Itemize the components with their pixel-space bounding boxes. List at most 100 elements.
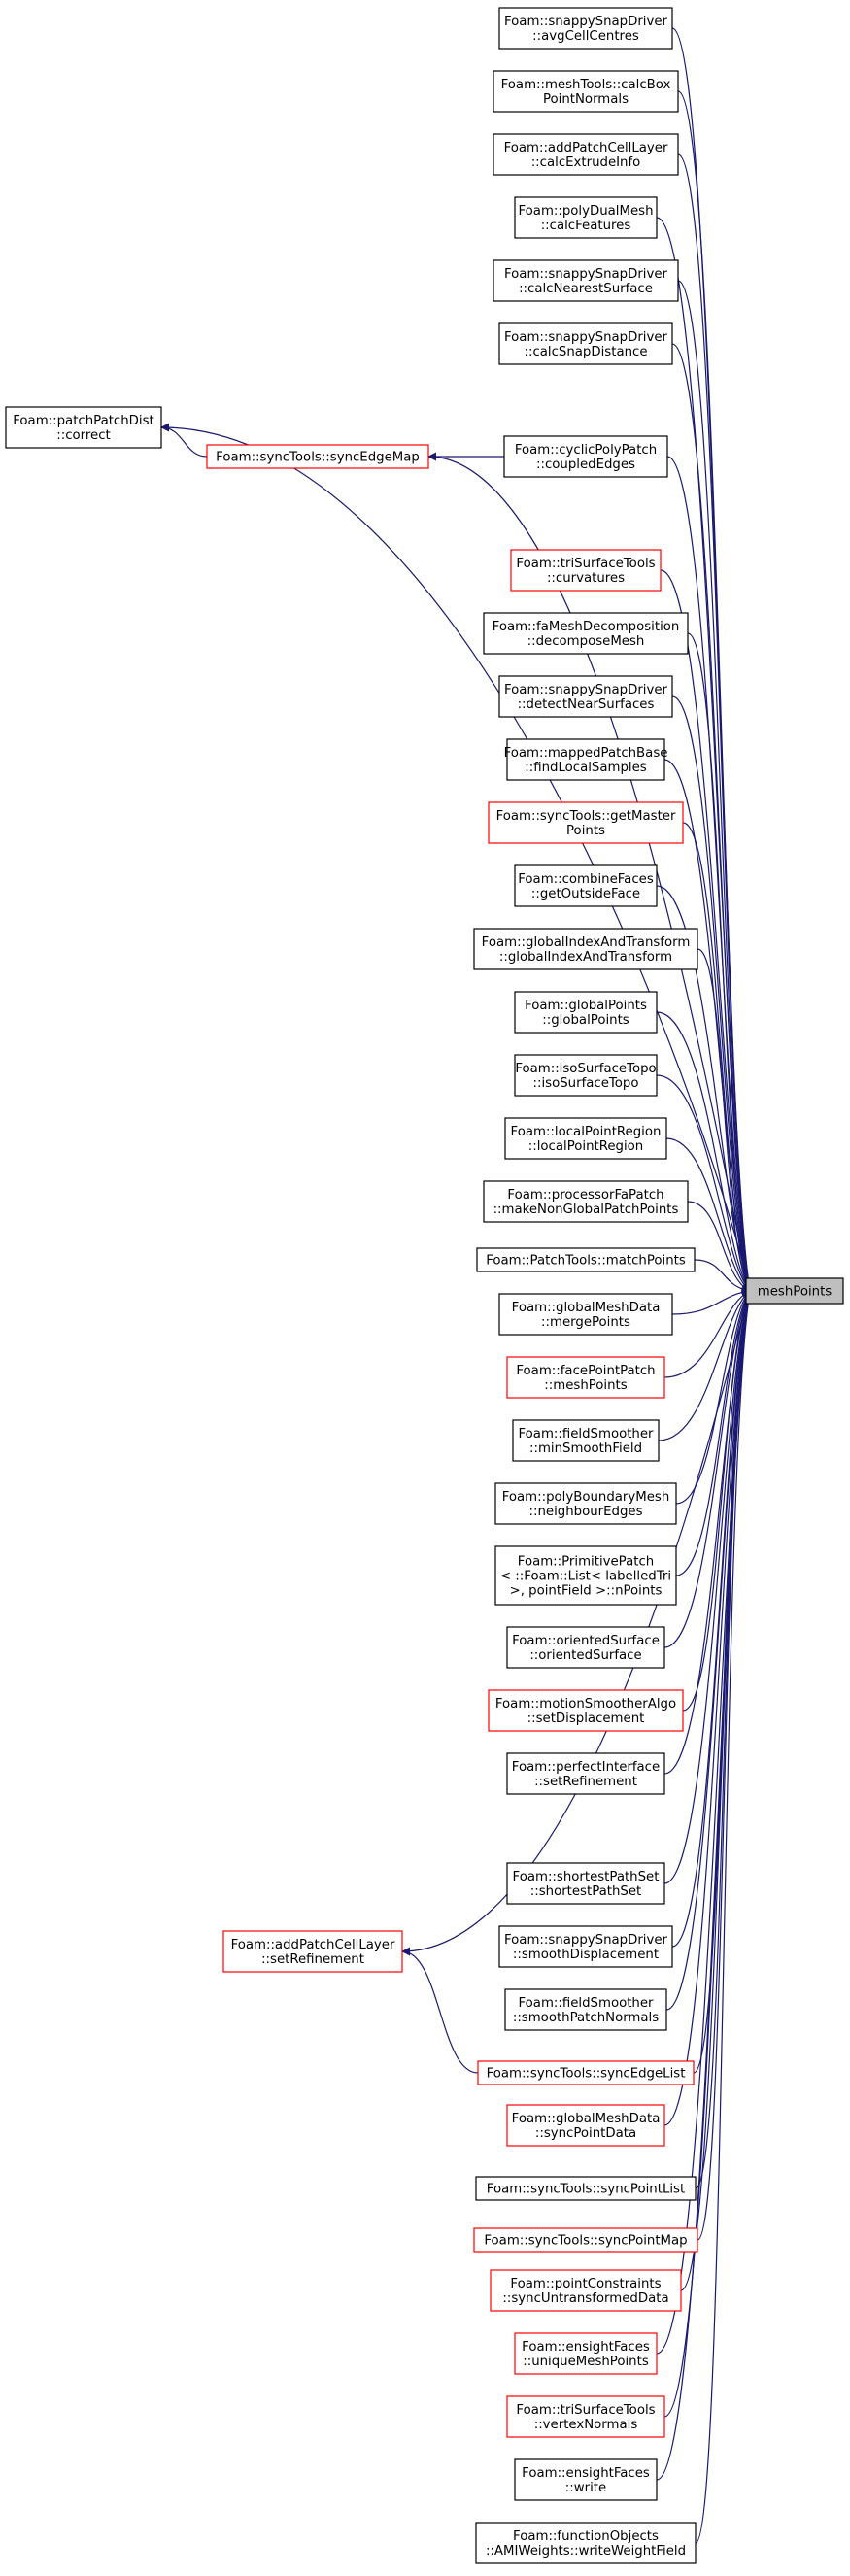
node-label-line: Foam::PrimitivePatch <box>518 1555 654 1570</box>
caller-node-motionsmootheralgo-setdisplacement[interactable]: Foam::motionSmootherAlgo::setDisplacemen… <box>488 1689 684 1732</box>
node-label-line: Foam::syncTools::syncEdgeList <box>487 2067 686 2082</box>
node-box[interactable] <box>506 2104 665 2147</box>
node-box[interactable] <box>477 2060 695 2085</box>
caller-node-globalmeshdata-syncpointdata[interactable]: Foam::globalMeshData::syncPointData <box>506 2104 665 2147</box>
node-box[interactable] <box>494 1482 677 1525</box>
caller-node-patchpatchdist-correct[interactable]: Foam::patchPatchDist::correct <box>5 406 162 449</box>
node-box[interactable] <box>503 435 668 478</box>
node-box[interactable] <box>512 1419 660 1462</box>
node-box[interactable] <box>506 1752 665 1795</box>
caller-node-localpointregion-localpointregion[interactable]: Foam::localPointRegion::localPointRegion <box>504 1117 667 1160</box>
caller-node-globalmeshdata-mergepoints[interactable]: Foam::globalMeshData::mergePoints <box>498 1293 673 1336</box>
node-box[interactable] <box>498 1925 673 1968</box>
node-box[interactable] <box>473 2227 698 2253</box>
node-box[interactable] <box>498 1293 673 1336</box>
caller-node-addpatchcelllayer-setrefinement[interactable]: Foam::addPatchCellLayer::setRefinement <box>222 1930 403 1973</box>
node-box[interactable] <box>498 7 673 50</box>
caller-node-patchtools-matchpoints[interactable]: Foam::PatchTools::matchPoints <box>476 1247 696 1272</box>
caller-node-snappysnapdriver-detectnearsurfaces[interactable]: Foam::snappySnapDriver::detectNearSurfac… <box>498 675 673 718</box>
caller-node-shortestpathset-shortestpathset[interactable]: Foam::shortestPathSet::shortestPathSet <box>506 1862 665 1905</box>
caller-node-synctools-syncedgemap[interactable]: Foam::syncTools::syncEdgeMap <box>206 444 429 469</box>
edges-layer <box>160 27 754 2544</box>
node-label-line: ::makeNonGlobalPatchPoints <box>493 1203 679 1217</box>
caller-node-fieldsmoother-smoothpatchnormals[interactable]: Foam::fieldSmoother::smoothPatchNormals <box>504 1988 667 2031</box>
caller-node-snappysnapdriver-calcsnapdistance[interactable]: Foam::snappySnapDriver::calcSnapDistance <box>498 322 673 365</box>
node-box[interactable] <box>506 1356 665 1399</box>
caller-node-ensightfaces-write[interactable]: Foam::ensightFaces::write <box>514 2458 658 2501</box>
node-box[interactable] <box>504 1988 667 2031</box>
caller-node-isosurfacetopo-isosurfacetopo[interactable]: Foam::isoSurfaceTopo::isoSurfaceTopo <box>514 1054 658 1097</box>
node-box[interactable] <box>493 133 679 176</box>
caller-node-globalpoints-globalpoints[interactable]: Foam::globalPoints::globalPoints <box>514 991 658 1034</box>
node-box[interactable] <box>506 738 665 781</box>
node-box[interactable] <box>5 406 162 449</box>
caller-node-synctools-syncpointmap[interactable]: Foam::syncTools::syncPointMap <box>473 2227 698 2253</box>
node-label-line: Foam::triSurfaceTools <box>516 2403 655 2418</box>
target-node-meshpoints[interactable]: meshPoints <box>745 1277 844 1305</box>
node-box[interactable] <box>493 70 679 113</box>
node-box[interactable] <box>473 928 698 970</box>
node-box[interactable] <box>494 1545 677 1606</box>
node-box[interactable] <box>514 2332 658 2375</box>
caller-node-polyboundarymesh-neighbouredges[interactable]: Foam::polyBoundaryMesh::neighbourEdges <box>494 1482 677 1525</box>
caller-node-facepointpatch-meshpoints[interactable]: Foam::facePointPatch::meshPoints <box>506 1356 665 1399</box>
caller-node-cyclicpolypatch-couplededges[interactable]: Foam::cyclicPolyPatch::coupledEdges <box>503 435 668 478</box>
node-box[interactable] <box>490 2269 682 2312</box>
node-label-line: ::syncUntransformedData <box>502 2291 668 2306</box>
node-box[interactable] <box>514 196 658 239</box>
node-box[interactable] <box>498 675 673 718</box>
node-box[interactable] <box>514 1054 658 1097</box>
caller-node-primitivepatch-list-labelledtri-pointfield-npoints[interactable]: Foam::PrimitivePatch< ::Foam::List< labe… <box>494 1545 677 1606</box>
node-box[interactable] <box>222 1930 403 1973</box>
node-box[interactable] <box>476 1247 696 1272</box>
node-box[interactable] <box>506 1626 665 1669</box>
node-box[interactable] <box>514 2458 658 2501</box>
node-box[interactable] <box>475 2176 697 2201</box>
node-box[interactable] <box>504 1117 667 1160</box>
node-box[interactable] <box>493 259 679 302</box>
node-box[interactable] <box>475 2522 697 2564</box>
node-label-line: ::write <box>565 2481 606 2495</box>
caller-node-synctools-syncedgelist[interactable]: Foam::syncTools::syncEdgeList <box>477 2060 695 2085</box>
caller-node-addpatchcelllayer-calcextrudeinfo[interactable]: Foam::addPatchCellLayer::calcExtrudeInfo <box>493 133 679 176</box>
node-label-line: Foam::snappySnapDriver <box>504 267 668 282</box>
caller-node-fieldsmoother-minsmoothfield[interactable]: Foam::fieldSmoother::minSmoothField <box>512 1419 660 1462</box>
caller-node-synctools-syncpointlist[interactable]: Foam::syncTools::syncPointList <box>475 2176 697 2201</box>
node-box[interactable] <box>498 322 673 365</box>
node-box[interactable] <box>488 1689 684 1732</box>
node-box[interactable] <box>745 1277 844 1305</box>
caller-node-trisurfacetools-curvatures[interactable]: Foam::triSurfaceTools::curvatures <box>510 549 662 592</box>
caller-node-snappysnapdriver-avgcellcentres[interactable]: Foam::snappySnapDriver::avgCellCentres <box>498 7 673 50</box>
node-box[interactable] <box>206 444 429 469</box>
caller-node-globalindexandtransform-globalindexandtransform[interactable]: Foam::globalIndexAndTransform::globalInd… <box>473 928 698 970</box>
node-box[interactable] <box>483 1180 689 1223</box>
node-label-line: Foam::pointConstraints <box>510 2277 661 2291</box>
caller-node-polydualmesh-calcfeatures[interactable]: Foam::polyDualMesh::calcFeatures <box>514 196 658 239</box>
caller-node-pointconstraints-syncuntransformeddata[interactable]: Foam::pointConstraints::syncUntransforme… <box>490 2269 682 2312</box>
node-box[interactable] <box>510 549 662 592</box>
caller-node-snappysnapdriver-smoothdisplacement[interactable]: Foam::snappySnapDriver::smoothDisplaceme… <box>498 1925 673 1968</box>
node-box[interactable] <box>514 864 658 907</box>
caller-node-trisurfacetools-vertexnormals[interactable]: Foam::triSurfaceTools::vertexNormals <box>506 2395 665 2438</box>
caller-node-functionobjects-amiweights-writeweightfield[interactable]: Foam::functionObjects::AMIWeights::write… <box>475 2522 697 2564</box>
node-box[interactable] <box>514 991 658 1034</box>
node-box[interactable] <box>483 612 689 655</box>
node-box[interactable] <box>488 801 684 844</box>
caller-node-snappysnapdriver-calcnearestsurface[interactable]: Foam::snappySnapDriver::calcNearestSurfa… <box>493 259 679 302</box>
edge-n24-to-meshPoints <box>658 1290 751 1441</box>
caller-node-combinefaces-getoutsideface[interactable]: Foam::combineFaces::getOutsideFace <box>514 864 658 907</box>
caller-node-orientedsurface-orientedsurface[interactable]: Foam::orientedSurface::orientedSurface <box>506 1626 665 1669</box>
caller-node-mappedpatchbase-findlocalsamples[interactable]: Foam::mappedPatchBase::findLocalSamples <box>504 738 668 781</box>
caller-node-processorfapatch-makenonglobalpatchpoints[interactable]: Foam::processorFaPatch::makeNonGlobalPat… <box>483 1180 689 1223</box>
node-label-line: ::decomposeMesh <box>527 634 645 649</box>
edge-patchPatchDist-to-meshPoints <box>160 426 753 1292</box>
node-box[interactable] <box>506 2395 665 2438</box>
caller-node-fameshdecomposition-decomposemesh[interactable]: Foam::faMeshDecomposition::decomposeMesh <box>483 612 689 655</box>
node-label-line: Foam::perfectInterface <box>512 1760 660 1775</box>
edge-n14-to-meshPoints <box>682 822 752 1292</box>
node-box[interactable] <box>506 1862 665 1905</box>
caller-node-perfectinterface-setrefinement[interactable]: Foam::perfectInterface::setRefinement <box>506 1752 665 1795</box>
caller-node-ensightfaces-uniquemeshpoints[interactable]: Foam::ensightFaces::uniqueMeshPoints <box>514 2332 658 2375</box>
